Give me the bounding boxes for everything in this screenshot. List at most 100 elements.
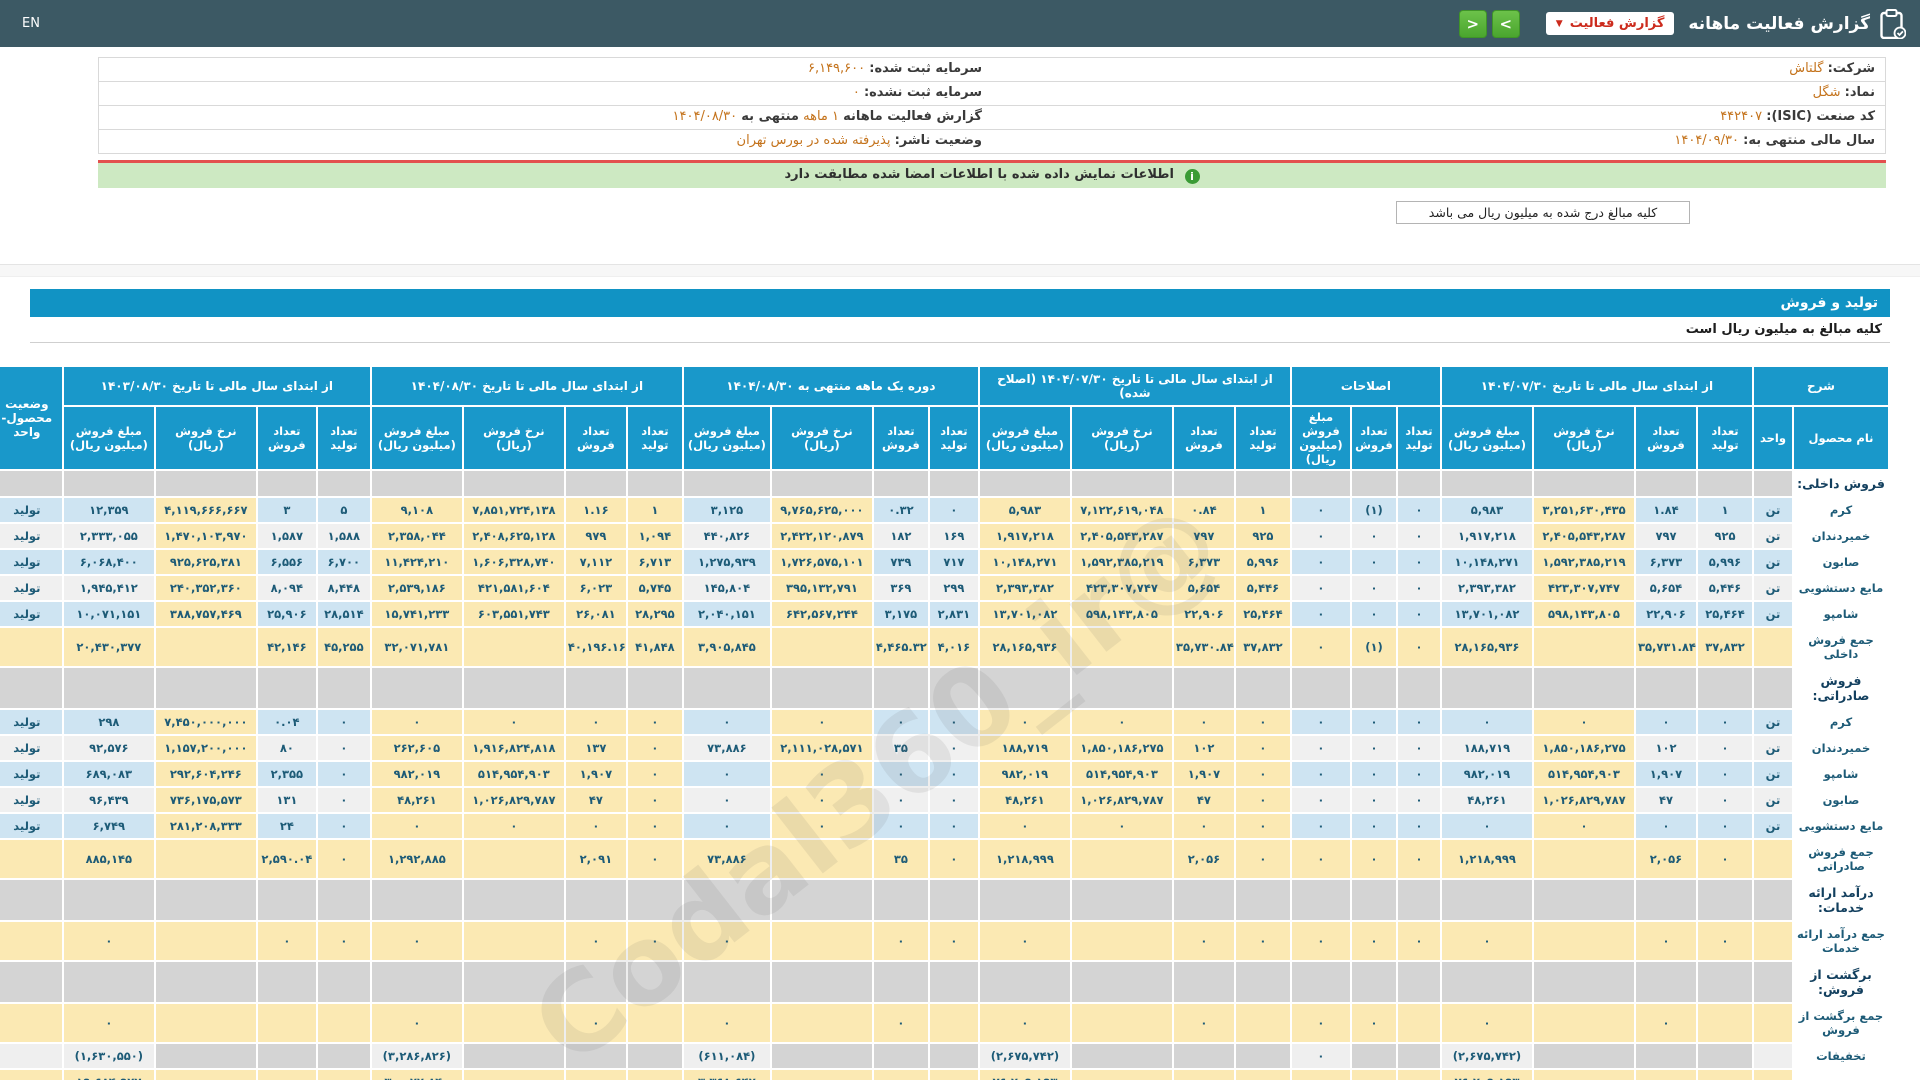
value-cell: (۱,۶۳۰,۵۵۰) bbox=[61, 1042, 156, 1070]
value-cell: ۲۶,۷۰۹,۱۹۳ bbox=[977, 1068, 1072, 1080]
value-cell bbox=[153, 469, 258, 498]
value-cell: ۰ bbox=[1633, 708, 1698, 736]
value-cell: ۲,۴۲۲,۱۲۰,۸۷۹ bbox=[769, 522, 874, 550]
table-row: جمع فروش صادراتی ۰ ۲,۰۵۶ ۱,۲۱۸,۹۹۹ ۰ ۰ ۰ ۰ ۲,۰۵۶… bbox=[0, 838, 1890, 880]
value-cell bbox=[61, 960, 156, 1004]
value-cell: ۰ bbox=[1233, 786, 1292, 814]
report-type-dropdown[interactable]: گزارش فعالیت ▼ bbox=[1545, 12, 1675, 35]
value-cell: ۰ bbox=[1395, 600, 1442, 628]
value-cell bbox=[1439, 878, 1534, 922]
company-label: شرکت: bbox=[1827, 61, 1875, 76]
product-name-cell: خمیردندان bbox=[1792, 734, 1890, 762]
value-cell: ۰ bbox=[871, 1002, 930, 1044]
value-cell: ۶۴۲,۵۶۷,۲۴۴ bbox=[769, 600, 874, 628]
value-cell bbox=[1069, 960, 1174, 1004]
value-cell: ۰ bbox=[315, 838, 372, 880]
value-cell bbox=[871, 1042, 930, 1070]
value-cell: ۹۲۵,۶۲۵,۳۸۱ bbox=[153, 548, 258, 576]
value-cell bbox=[1289, 878, 1352, 922]
value-cell: ۱,۷۲۶,۵۷۵,۱۰۱ bbox=[769, 548, 874, 576]
value-cell: ۶,۷۰۰ bbox=[315, 548, 372, 576]
value-cell: ۱,۸۵۰,۱۸۶,۲۷۵ bbox=[1531, 734, 1636, 762]
value-cell: ۴۸,۲۶۱ bbox=[977, 786, 1072, 814]
value-cell bbox=[153, 666, 258, 710]
value-cell: ۱,۲۷۵,۹۳۹ bbox=[681, 548, 772, 576]
value-cell bbox=[563, 878, 628, 922]
value-cell bbox=[1171, 878, 1236, 922]
value-cell: ۱۲,۳۵۹ bbox=[61, 496, 156, 524]
value-cell: ۱,۰۲۶,۸۲۹,۷۸۷ bbox=[461, 786, 566, 814]
value-cell bbox=[1233, 469, 1292, 498]
value-cell bbox=[1633, 469, 1698, 498]
value-cell bbox=[255, 666, 318, 710]
value-cell: ۲,۰۵۶ bbox=[1633, 838, 1698, 880]
value-cell: ۰ bbox=[315, 786, 372, 814]
value-cell: ۹۸۲,۰۱۹ bbox=[977, 760, 1072, 788]
registered-capital-value: ۶,۱۴۹,۶۰۰ bbox=[807, 61, 866, 76]
value-cell: ۳۰,۰۷۷,۸۴۰ bbox=[369, 1068, 464, 1080]
value-cell: ۲,۰۴۰,۱۵۱ bbox=[681, 600, 772, 628]
column-header: تعداد فروش bbox=[1633, 405, 1698, 471]
column-header: مبلغ فروش (میلیون ریال) bbox=[977, 405, 1072, 471]
value-cell bbox=[61, 878, 156, 922]
company-info-table: شرکت: گلتاش سرمایه ثبت شده: ۶,۱۴۹,۶۰۰ نم… bbox=[98, 57, 1886, 154]
company-name-link[interactable]: گلتاش bbox=[1789, 61, 1824, 76]
column-header: نام محصول bbox=[1792, 405, 1890, 471]
table-row: مایع دستشویی تن ۵,۴۴۶ ۵,۶۵۴ ۴۲۳,۳۰۷,۷۴۷ ۲,۳۹۳… bbox=[0, 574, 1890, 602]
value-cell: ۰ bbox=[1695, 786, 1754, 814]
column-group-header: از ابتدای سال مالی تا تاریخ ۱۴۰۳/۰۸/۳۰ bbox=[61, 365, 372, 407]
value-cell: ۰ bbox=[871, 786, 930, 814]
unit-cell: تن bbox=[1751, 522, 1795, 550]
symbol-link[interactable]: شگل bbox=[1812, 85, 1841, 100]
column-header: تعداد فروش bbox=[255, 405, 318, 471]
value-cell: ۴۲۳,۳۰۷,۷۴۷ bbox=[1069, 574, 1174, 602]
value-cell: ۲۰,۴۳۰,۳۷۷ bbox=[61, 626, 156, 668]
value-cell: ۵۹۸,۱۴۳,۸۰۵ bbox=[1531, 600, 1636, 628]
production-sales-subtitle: کلیه مبالغ به میلیون ریال است bbox=[30, 317, 1890, 343]
value-cell bbox=[1289, 666, 1352, 710]
value-cell bbox=[315, 878, 372, 922]
unit-cell: تن bbox=[1751, 600, 1795, 628]
value-cell: ۵,۶۵۴ bbox=[1171, 574, 1236, 602]
value-cell: ۰ bbox=[681, 1002, 772, 1044]
value-cell bbox=[153, 626, 258, 668]
value-cell: ۶,۳۷۳ bbox=[1171, 548, 1236, 576]
product-name-cell: مایع دستشویی bbox=[1792, 812, 1890, 840]
column-header: تعداد تولید bbox=[1395, 405, 1442, 471]
value-cell bbox=[153, 1042, 258, 1070]
value-cell bbox=[315, 666, 372, 710]
value-cell: ۲۹۸ bbox=[61, 708, 156, 736]
value-cell bbox=[563, 469, 628, 498]
value-cell: (۱) bbox=[1349, 626, 1398, 668]
value-cell: ۱۳۱ bbox=[255, 786, 318, 814]
english-language-link[interactable]: EN bbox=[22, 16, 40, 31]
value-cell bbox=[1531, 1002, 1636, 1044]
next-report-button[interactable]: > bbox=[1491, 9, 1520, 38]
value-cell: ۰ bbox=[369, 920, 464, 962]
value-cell: ۰ bbox=[1289, 786, 1352, 814]
value-cell bbox=[1069, 838, 1174, 880]
value-cell bbox=[369, 469, 464, 498]
previous-report-button[interactable]: < bbox=[1458, 9, 1487, 38]
value-cell: ۱,۲۱۸,۹۹۹ bbox=[977, 838, 1072, 880]
value-cell bbox=[1695, 1002, 1754, 1044]
table-row: تخفیفات (۲,۶۷۵,۷۴۲) ۰ (۲,۶۷۵,۷۴۲) (۶۱۱,۰۸۴) (… bbox=[0, 1042, 1890, 1070]
value-cell: ۰ bbox=[315, 920, 372, 962]
value-cell: ۹۸۲,۰۱۹ bbox=[1439, 760, 1534, 788]
value-cell: ۳,۱۲۵ bbox=[681, 496, 772, 524]
value-cell: (۳,۲۸۶,۸۲۶) bbox=[369, 1042, 464, 1070]
value-cell bbox=[1171, 960, 1236, 1004]
status-cell: تولید bbox=[0, 548, 64, 576]
value-cell: ۰ bbox=[769, 812, 874, 840]
status-cell: تولید bbox=[0, 734, 64, 762]
value-cell: ۱.۱۶ bbox=[563, 496, 628, 524]
value-cell: ۰ bbox=[1289, 1068, 1352, 1080]
value-cell: ۰ bbox=[1233, 920, 1292, 962]
page-title: گزارش فعالیت ماهانه bbox=[1688, 13, 1870, 34]
value-cell bbox=[1439, 469, 1534, 498]
value-cell bbox=[461, 1068, 566, 1080]
column-group-header: دوره یک ماهه منتهی به ۱۴۰۴/۰۸/۳۰ bbox=[681, 365, 980, 407]
value-cell bbox=[1395, 1068, 1442, 1080]
value-cell: ۰ bbox=[1069, 812, 1174, 840]
product-name-cell: جمع فروش داخلی bbox=[1792, 626, 1890, 668]
